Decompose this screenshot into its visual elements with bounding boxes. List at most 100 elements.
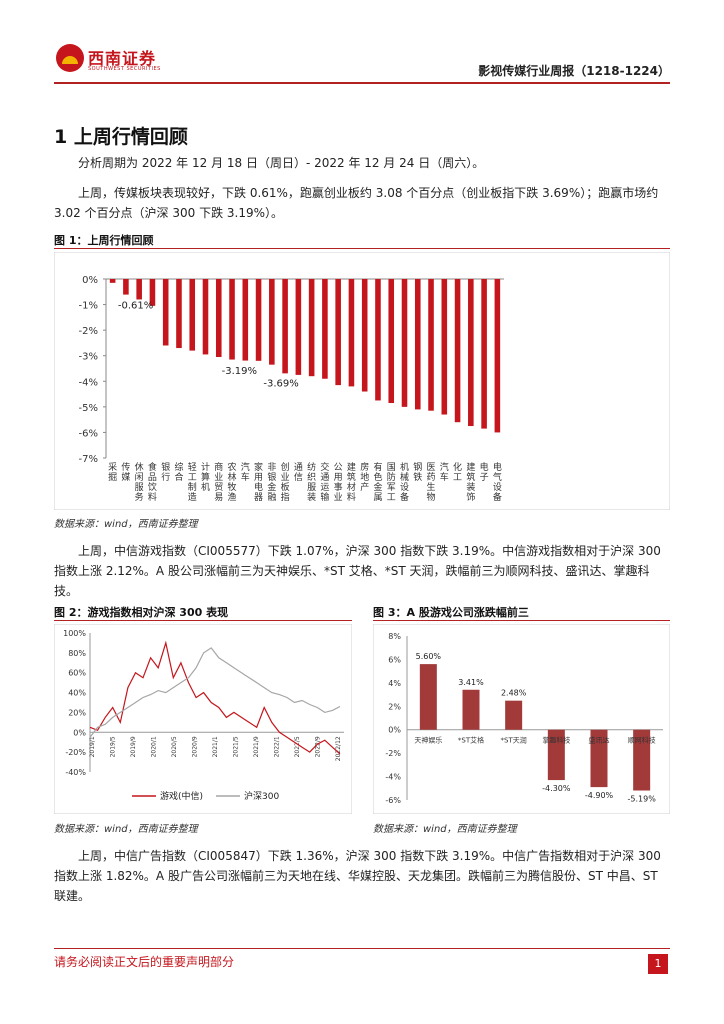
x-tick-label: 2022/1 <box>274 736 281 757</box>
figure-2-chart: 100% 80% 60% 40% 20% 0% -20% -40% 2019/1 2019/5 20… <box>54 624 352 814</box>
bar <box>428 279 434 411</box>
brand-name: 西南证券 <box>88 49 157 68</box>
data-label: -4.90% <box>585 791 614 800</box>
x-tick-label: 2019/5 <box>110 736 117 757</box>
bar <box>462 689 480 730</box>
x-tick-label: 钢铁 <box>413 461 422 483</box>
data-label: 5.60% <box>416 652 442 661</box>
section-title: 1 上周行情回顾 <box>54 126 188 148</box>
bar <box>242 279 249 361</box>
footer-disclaimer: 请务必阅读正文后的重要声明部分 <box>54 955 235 969</box>
x-tick-label: 2020/1 <box>151 736 158 757</box>
x-tick-label: 国防军工 <box>387 462 396 503</box>
bar <box>308 279 315 377</box>
figure-3-rule <box>373 620 670 621</box>
y-tick-label: 6% <box>388 655 401 664</box>
figure-2-rule <box>54 620 352 621</box>
x-tick-label: 顺网科技 <box>628 736 656 745</box>
y-tick-label: 0% <box>73 728 86 737</box>
x-tick-label: 掌趣科技 <box>542 736 570 745</box>
bar <box>494 279 501 433</box>
x-tick-label: 创业板指 <box>281 461 290 503</box>
x-tick-label: 天神娱乐 <box>414 736 442 745</box>
data-label: -3.69% <box>263 379 298 390</box>
y-tick-label: -20% <box>65 748 86 757</box>
paragraph-game-index: 上周，中信游戏指数（CI005577）下跌 1.07%，沪深 300 指数下跌 … <box>54 544 661 598</box>
x-tick-label: 化工 <box>453 461 462 483</box>
data-label: -5.19% <box>628 795 657 804</box>
bar <box>322 279 328 379</box>
legend-label: 游戏(中信) <box>160 790 203 802</box>
x-tick-label: 2020/9 <box>192 736 199 757</box>
x-tick-label: 房地产 <box>360 461 369 493</box>
x-tick-label: 机械设备 <box>400 461 409 503</box>
x-tick-label: 商业贸易 <box>214 461 223 503</box>
bar <box>269 279 275 365</box>
bar <box>547 729 565 781</box>
y-tick-label: 60% <box>68 669 86 678</box>
x-tick-label: 盛讯达 <box>589 736 610 745</box>
x-tick-label: 建筑装饰 <box>466 461 475 503</box>
paragraph-period: 分析周期为 2022 年 12 月 18 日（周日）- 2022 年 12 月 … <box>78 156 485 170</box>
x-tick-label: 汽车 <box>241 461 250 483</box>
data-label: -4.30% <box>542 784 571 793</box>
y-tick-label: -2% <box>385 749 401 758</box>
x-tick-label: 建筑材料 <box>347 461 356 503</box>
bar <box>505 700 523 730</box>
figure-3-source: 数据来源：wind，西南证券整理 <box>373 824 517 835</box>
y-tick-label: -5% <box>79 403 98 414</box>
series-line-game <box>89 640 341 755</box>
bar <box>109 279 116 283</box>
x-tick-label: 2019/1 <box>89 736 96 757</box>
bar <box>388 279 395 404</box>
figure-1-rule <box>54 248 670 249</box>
y-tick-label: 4% <box>388 679 401 688</box>
footer-divider <box>54 948 670 949</box>
x-tick-label: 2019/9 <box>130 736 137 757</box>
x-tick-label: 2021/9 <box>253 736 260 757</box>
bar <box>348 279 355 387</box>
bar <box>229 279 235 360</box>
y-tick-label: -3% <box>79 352 98 363</box>
bar <box>414 279 421 410</box>
y-tick-label: -4% <box>385 773 401 782</box>
x-tick-label: 有色金属 <box>373 461 382 503</box>
x-tick-label: 公用事业 <box>334 462 343 503</box>
x-tick-label: 食品饮料 <box>148 461 157 503</box>
bar <box>375 279 381 401</box>
y-tick-label: 8% <box>388 632 401 641</box>
figure-2-title: 图 2：游戏指数相对沪深 300 表现 <box>54 606 229 619</box>
x-tick-label: 通信 <box>294 462 303 483</box>
x-tick-label: 2022/5 <box>294 736 301 757</box>
data-label: -3.19% <box>222 366 257 377</box>
y-tick-label: -1% <box>79 301 98 312</box>
y-tick-label: 20% <box>68 708 86 717</box>
x-tick-label: 综合 <box>174 461 183 483</box>
x-tick-label: 2021/1 <box>212 736 219 757</box>
figure-1-source: 数据来源：wind，西南证券整理 <box>54 519 198 530</box>
bar <box>590 729 608 788</box>
figure-3-title: 图 3：A 股游戏公司涨跌幅前三 <box>373 606 529 619</box>
x-tick-label: 采掘 <box>108 462 117 483</box>
x-tick-label: 交通运输 <box>320 461 329 503</box>
y-tick-label: -7% <box>79 454 98 465</box>
bar <box>481 279 487 429</box>
bar <box>136 279 142 300</box>
x-tick-label: 传媒 <box>121 461 130 483</box>
x-tick-label: 2020/5 <box>171 736 178 757</box>
y-tick-label: 0% <box>82 275 98 286</box>
x-tick-label: 电子 <box>480 461 489 483</box>
x-tick-label: 2022/9 <box>315 736 322 757</box>
figure-2-source: 数据来源：wind，西南证券整理 <box>54 824 198 835</box>
y-tick-label: 2% <box>388 702 401 711</box>
x-tick-label: 轻工制造 <box>188 461 197 503</box>
x-tick-label: 汽车 <box>440 461 449 483</box>
brand-logo-icon <box>56 44 84 72</box>
y-tick-label: -4% <box>79 377 98 388</box>
x-tick-label: 银行 <box>161 461 170 483</box>
x-tick-label: 计算机 <box>201 461 210 493</box>
x-tick-label: *ST天润 <box>501 736 527 745</box>
bar <box>176 279 182 349</box>
figure-1-title: 图 1：上周行情回顾 <box>54 234 154 247</box>
bar <box>441 279 448 415</box>
